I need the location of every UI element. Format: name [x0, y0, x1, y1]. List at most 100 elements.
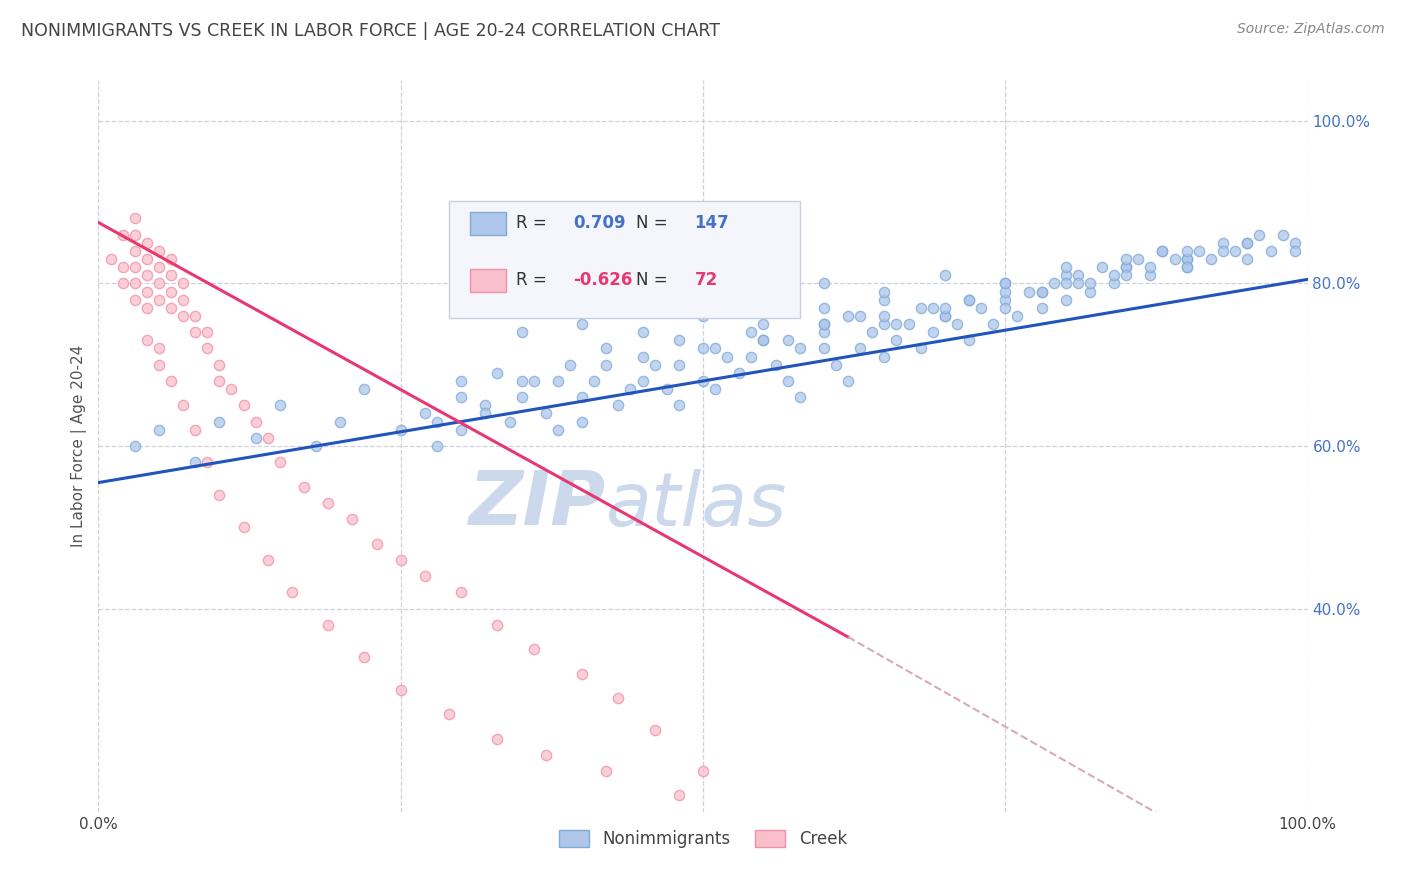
Point [256, 431, 278, 445]
Point [1054, 260, 1077, 275]
Point [752, 813, 775, 827]
Point [353, 650, 375, 665]
Point [148, 423, 170, 437]
Point [1078, 277, 1101, 291]
Point [934, 301, 956, 315]
Point [269, 455, 291, 469]
Point [595, 764, 617, 778]
Point [1054, 277, 1077, 291]
Point [172, 277, 194, 291]
Point [934, 309, 956, 323]
Point [994, 277, 1017, 291]
Point [668, 789, 690, 803]
Point [437, 707, 460, 722]
Point [1031, 285, 1053, 299]
Point [1175, 244, 1198, 258]
Point [860, 325, 883, 339]
Point [450, 390, 472, 404]
Point [389, 423, 412, 437]
Point [994, 277, 1017, 291]
Point [886, 334, 908, 348]
Point [221, 382, 243, 396]
Point [389, 553, 412, 567]
Point [704, 382, 727, 396]
Point [886, 317, 908, 331]
Point [474, 398, 496, 412]
Point [1078, 285, 1101, 299]
Point [353, 382, 375, 396]
Point [1175, 260, 1198, 275]
Point [655, 382, 678, 396]
Point [245, 431, 267, 445]
Point [486, 366, 509, 380]
Point [692, 374, 714, 388]
Point [160, 301, 183, 315]
Point [184, 325, 207, 339]
Point [1163, 252, 1185, 266]
Point [765, 358, 787, 372]
Point [510, 325, 533, 339]
Point [921, 301, 943, 315]
Point [716, 350, 738, 364]
Point [342, 512, 364, 526]
Point [571, 415, 593, 429]
Point [994, 293, 1017, 307]
Point [172, 309, 194, 323]
Text: Source: ZipAtlas.com: Source: ZipAtlas.com [1237, 22, 1385, 37]
Y-axis label: In Labor Force | Age 20-24: In Labor Force | Age 20-24 [72, 345, 87, 547]
Point [208, 374, 231, 388]
Point [160, 268, 183, 283]
Point [510, 374, 533, 388]
Text: atlas: atlas [606, 468, 787, 541]
Point [195, 325, 218, 339]
Point [1031, 301, 1053, 315]
Point [1139, 260, 1161, 275]
Point [740, 350, 762, 364]
Point [1067, 277, 1090, 291]
Point [849, 829, 872, 843]
Point [571, 390, 593, 404]
Point [981, 317, 1004, 331]
Point [1188, 244, 1211, 258]
Point [1042, 277, 1064, 291]
Point [184, 455, 207, 469]
Point [510, 390, 533, 404]
Point [776, 334, 799, 348]
Point [776, 374, 799, 388]
Point [1272, 227, 1295, 242]
Point [232, 398, 254, 412]
Point [558, 358, 581, 372]
Point [692, 342, 714, 356]
Point [281, 585, 304, 599]
Point [148, 277, 170, 291]
Point [1054, 293, 1077, 307]
Point [849, 309, 872, 323]
Point [135, 301, 157, 315]
Point [305, 439, 328, 453]
Point [148, 293, 170, 307]
Point [366, 536, 388, 550]
Text: R =: R = [516, 271, 551, 289]
Text: -0.626: -0.626 [574, 271, 633, 289]
Point [208, 488, 231, 502]
Point [1152, 244, 1174, 258]
Text: NONIMMIGRANTS VS CREEK IN LABOR FORCE | AGE 20-24 CORRELATION CHART: NONIMMIGRANTS VS CREEK IN LABOR FORCE | … [21, 22, 720, 40]
Point [547, 423, 569, 437]
Point [1128, 252, 1150, 266]
Point [1031, 285, 1053, 299]
Point [1212, 244, 1234, 258]
Point [124, 439, 146, 453]
Point [934, 268, 956, 283]
Point [813, 325, 835, 339]
Point [957, 334, 980, 348]
Point [329, 415, 352, 429]
Point [316, 496, 339, 510]
Point [813, 317, 835, 331]
Point [873, 309, 896, 323]
Point [631, 301, 654, 315]
Point [245, 415, 267, 429]
Point [873, 317, 896, 331]
Point [534, 407, 557, 421]
Point [148, 342, 170, 356]
Point [172, 293, 194, 307]
